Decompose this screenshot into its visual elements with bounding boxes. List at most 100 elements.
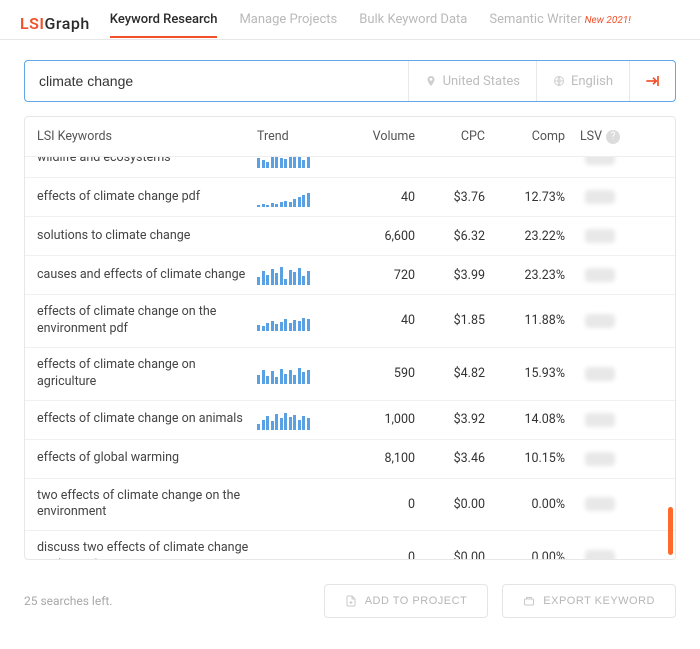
volume-cell: 40 bbox=[335, 313, 415, 328]
table-row[interactable]: causes and effects of climate change 720$… bbox=[25, 256, 675, 295]
keyword-cell: effects of climate change pdf bbox=[37, 189, 257, 206]
cpc-cell: $0.00 bbox=[415, 497, 485, 512]
cpc-cell: $3.46 bbox=[415, 451, 485, 466]
nav-tab-bulk-keyword-data[interactable]: Bulk Keyword Data bbox=[359, 12, 467, 37]
trend-sparkline bbox=[257, 226, 335, 246]
lsv-cell bbox=[565, 314, 635, 328]
table-row[interactable]: effects of climate change pdf 40$3.7612.7… bbox=[25, 178, 675, 217]
col-lsv[interactable]: LSV ? bbox=[565, 129, 635, 144]
table-row[interactable]: effects of global warming8,100$3.4610.15… bbox=[25, 440, 675, 479]
logo-part2: Graph bbox=[45, 14, 90, 33]
lsv-cell bbox=[565, 229, 635, 243]
logo-part1: LSI bbox=[20, 14, 45, 33]
lsv-blurred-value bbox=[585, 229, 615, 243]
lsv-blurred-value bbox=[585, 550, 615, 559]
globe-icon bbox=[553, 75, 565, 87]
lsv-blurred-value bbox=[585, 268, 615, 282]
volume-cell: 720 bbox=[335, 268, 415, 283]
searches-left-label: 25 searches left. bbox=[24, 594, 112, 608]
nav-tab-manage-projects[interactable]: Manage Projects bbox=[239, 12, 337, 37]
trend-sparkline bbox=[257, 449, 335, 469]
language-label: English bbox=[571, 74, 613, 89]
col-comp[interactable]: Comp bbox=[485, 129, 565, 144]
keyword-cell: causes and effects of climate change bbox=[37, 267, 257, 284]
table-row[interactable]: effects of climate change on the environ… bbox=[25, 295, 675, 348]
cpc-cell: $3.76 bbox=[415, 190, 485, 205]
comp-cell: 23.22% bbox=[485, 229, 565, 244]
col-keywords[interactable]: LSI Keywords bbox=[37, 129, 257, 144]
nav-tabs: Keyword Research Manage Projects Bulk Keyw… bbox=[110, 8, 631, 39]
table-row[interactable]: effects of climate change on agriculture… bbox=[25, 348, 675, 401]
col-trend[interactable]: Trend bbox=[257, 129, 335, 144]
footer: 25 searches left. ADD TO PROJECT EXPORT … bbox=[0, 570, 700, 618]
table-row[interactable]: two effects of climate change on the env… bbox=[25, 479, 675, 532]
footer-actions: ADD TO PROJECT EXPORT KEYWORD bbox=[324, 584, 676, 618]
lsv-blurred-value bbox=[585, 314, 615, 328]
col-cpc[interactable]: CPC bbox=[415, 129, 485, 144]
col-lsv-label: LSV bbox=[580, 129, 602, 144]
table-header: LSI Keywords Trend Volume CPC Comp LSV ? bbox=[25, 117, 675, 157]
add-to-project-button[interactable]: ADD TO PROJECT bbox=[324, 584, 489, 618]
lsv-blurred-value bbox=[585, 190, 615, 204]
comp-cell: 10.15% bbox=[485, 451, 565, 466]
location-selector[interactable]: United States bbox=[408, 61, 536, 101]
search-bar: United States English bbox=[24, 60, 676, 102]
lsv-blurred-value bbox=[585, 452, 615, 466]
volume-cell: 1,000 bbox=[335, 412, 415, 427]
export-keyword-button[interactable]: EXPORT KEYWORD bbox=[502, 584, 676, 618]
volume-cell: 590 bbox=[335, 366, 415, 381]
lsv-cell bbox=[565, 157, 635, 165]
lsv-blurred-value bbox=[585, 367, 615, 381]
help-icon[interactable]: ? bbox=[606, 130, 620, 144]
file-plus-icon bbox=[345, 595, 357, 607]
search-input[interactable] bbox=[25, 73, 408, 89]
search-submit-button[interactable] bbox=[629, 61, 675, 101]
lsv-cell bbox=[565, 367, 635, 381]
cpc-cell: $3.92 bbox=[415, 412, 485, 427]
table-row[interactable]: solutions to climate change6,600$6.3223.… bbox=[25, 217, 675, 256]
volume-cell: 0 bbox=[335, 550, 415, 559]
trend-sparkline bbox=[257, 311, 335, 331]
table-row[interactable]: effects of climate change on animals 1,00… bbox=[25, 401, 675, 440]
cpc-cell: $3.99 bbox=[415, 268, 485, 283]
keyword-cell: effects of climate change on animals bbox=[37, 411, 257, 428]
nav-tab-keyword-research[interactable]: Keyword Research bbox=[110, 12, 218, 37]
nav-badge: New 2021! bbox=[585, 15, 631, 26]
comp-cell: 15.93% bbox=[485, 366, 565, 381]
export-keyword-label: EXPORT KEYWORD bbox=[543, 595, 655, 607]
lsv-cell bbox=[565, 268, 635, 282]
scrollbar-thumb[interactable] bbox=[668, 507, 673, 555]
cpc-cell: $0.00 bbox=[415, 550, 485, 559]
keyword-cell: effects of climate change on agriculture bbox=[37, 357, 257, 391]
lsv-cell bbox=[565, 452, 635, 466]
lsv-cell bbox=[565, 190, 635, 204]
cpc-cell: $4.82 bbox=[415, 366, 485, 381]
volume-cell: 40 bbox=[335, 190, 415, 205]
table-body-viewport[interactable]: wildlife and ecosystems effects of climat… bbox=[25, 157, 675, 559]
keyword-cell: two effects of climate change on the env… bbox=[37, 488, 257, 522]
top-nav: LSIGraph Keyword Research Manage Projects… bbox=[0, 0, 700, 40]
results-panel: LSI Keywords Trend Volume CPC Comp LSV ?… bbox=[24, 116, 676, 560]
comp-cell: 14.08% bbox=[485, 412, 565, 427]
lsv-cell bbox=[565, 550, 635, 559]
comp-cell: 11.88% bbox=[485, 313, 565, 328]
volume-cell: 6,600 bbox=[335, 229, 415, 244]
logo: LSIGraph bbox=[20, 14, 90, 33]
trend-sparkline bbox=[257, 265, 335, 285]
keyword-cell: solutions to climate change bbox=[37, 228, 257, 245]
comp-cell: 12.73% bbox=[485, 190, 565, 205]
table-body: wildlife and ecosystems effects of climat… bbox=[25, 157, 675, 559]
keyword-cell: effects of climate change on the environ… bbox=[37, 304, 257, 338]
keyword-cell: wildlife and ecosystems bbox=[37, 157, 257, 166]
keyword-cell: discuss two effects of climate change on… bbox=[37, 540, 257, 559]
volume-cell: 8,100 bbox=[335, 451, 415, 466]
export-icon bbox=[523, 595, 535, 607]
lsv-cell bbox=[565, 497, 635, 511]
nav-tab-semantic-writer[interactable]: Semantic WriterNew 2021! bbox=[489, 12, 630, 37]
col-volume[interactable]: Volume bbox=[335, 129, 415, 144]
table-row[interactable]: discuss two effects of climate change on… bbox=[25, 531, 675, 559]
trend-sparkline bbox=[257, 410, 335, 430]
table-row[interactable]: wildlife and ecosystems bbox=[25, 157, 675, 178]
trend-sparkline bbox=[257, 187, 335, 207]
language-selector[interactable]: English bbox=[536, 61, 629, 101]
